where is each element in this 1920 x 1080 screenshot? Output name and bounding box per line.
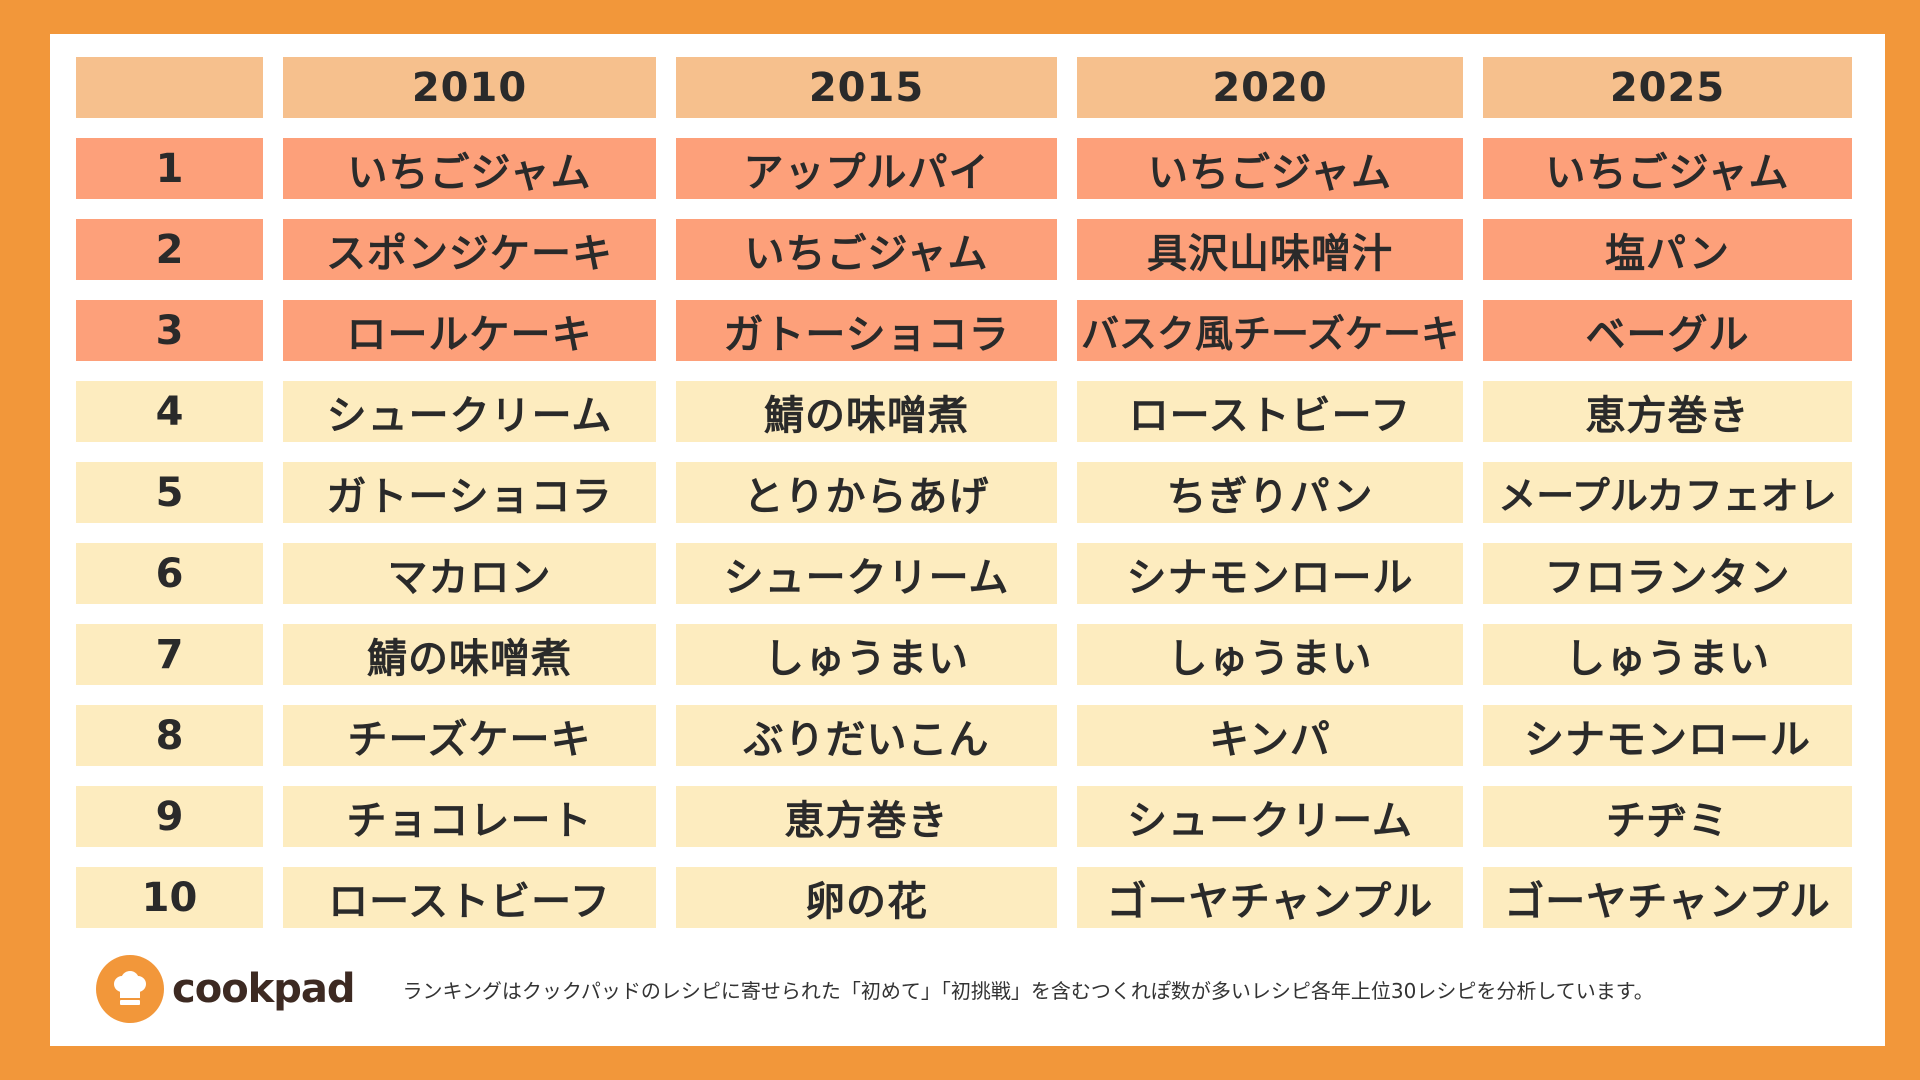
recipe-cell: 具沢山味噌汁 [1077,219,1463,280]
recipe-cell: とりからあげ [676,462,1057,523]
header-blank [76,57,263,118]
rank-cell: 5 [76,462,263,523]
recipe-cell: ガトーショコラ [676,300,1057,361]
recipe-cell: チーズケーキ [283,705,656,766]
recipe-cell: シナモンロール [1077,543,1463,604]
recipe-cell: キンパ [1077,705,1463,766]
recipe-cell: バスク風チーズケーキ [1077,300,1463,361]
recipe-cell: いちごジャム [1483,138,1852,199]
recipe-cell: いちごジャム [283,138,656,199]
recipe-cell: マカロン [283,543,656,604]
recipe-cell: フロランタン [1483,543,1852,604]
ranking-table: 2010 2015 2020 2025 1 いちごジャム アップルパイ いちごジャムい… [76,57,1852,928]
header-year-2025: 2025 [1483,57,1852,118]
header-year-2020: 2020 [1077,57,1463,118]
rank-cell: 6 [76,543,263,604]
recipe-cell: チョコレート [283,786,656,847]
recipe-cell: 卵の花 [676,867,1057,928]
recipe-cell: ガトーショコラ [283,462,656,523]
recipe-cell: しゅうまい [1077,624,1463,685]
recipe-cell: スポンジケーキ [283,219,656,280]
recipe-cell: しゅうまい [676,624,1057,685]
recipe-cell: ローストビーフ [1077,381,1463,442]
chef-hat-icon [96,955,164,1023]
recipe-cell: ちぎりパン [1077,462,1463,523]
header-year-2015: 2015 [676,57,1057,118]
recipe-cell: 塩パン [1483,219,1852,280]
footer: cookpad ランキングはクックパッドのレシピに寄せられた「初めて」「初挑戦」… [96,949,1876,1029]
recipe-cell: シナモンロール [1483,705,1852,766]
recipe-cell: ローストビーフ [283,867,656,928]
recipe-cell: ゴーヤチャンプル [1483,867,1852,928]
rank-cell: 8 [76,705,263,766]
rank-cell: 10 [76,867,263,928]
recipe-cell: シュークリーム [1077,786,1463,847]
recipe-cell: チヂミ [1483,786,1852,847]
logo-text: cookpad [172,966,356,1012]
recipe-cell: シュークリーム [676,543,1057,604]
rank-cell: 4 [76,381,263,442]
header-year-2010: 2010 [283,57,656,118]
recipe-cell: 恵方巻き [1483,381,1852,442]
recipe-cell: しゅうまい [1483,624,1852,685]
recipe-cell: ベーグル [1483,300,1852,361]
rank-cell: 3 [76,300,263,361]
recipe-cell: シュークリーム [283,381,656,442]
recipe-cell: いちごジャム [1077,138,1463,199]
recipe-cell: アップルパイ [676,138,1057,199]
recipe-cell: ゴーヤチャンプル [1077,867,1463,928]
recipe-cell: いちごジャム [676,219,1057,280]
recipe-cell: 鯖の味噌煮 [676,381,1057,442]
recipe-cell: 鯖の味噌煮 [283,624,656,685]
ranking-card: 2010 2015 2020 2025 1 いちごジャム アップルパイ いちごジャムい… [50,34,1885,1046]
rank-cell: 2 [76,219,263,280]
recipe-cell: 恵方巻き [676,786,1057,847]
rank-cell: 9 [76,786,263,847]
rank-cell: 7 [76,624,263,685]
recipe-cell: ロールケーキ [283,300,656,361]
cookpad-logo: cookpad [96,955,356,1023]
recipe-cell: メープルカフェオレ [1483,462,1852,523]
footnote: ランキングはクックパッドのレシピに寄せられた「初めて」「初挑戦」を含むつくれぽ数… [402,978,1654,1003]
rank-cell: 1 [76,138,263,199]
recipe-cell: ぶりだいこん [676,705,1057,766]
